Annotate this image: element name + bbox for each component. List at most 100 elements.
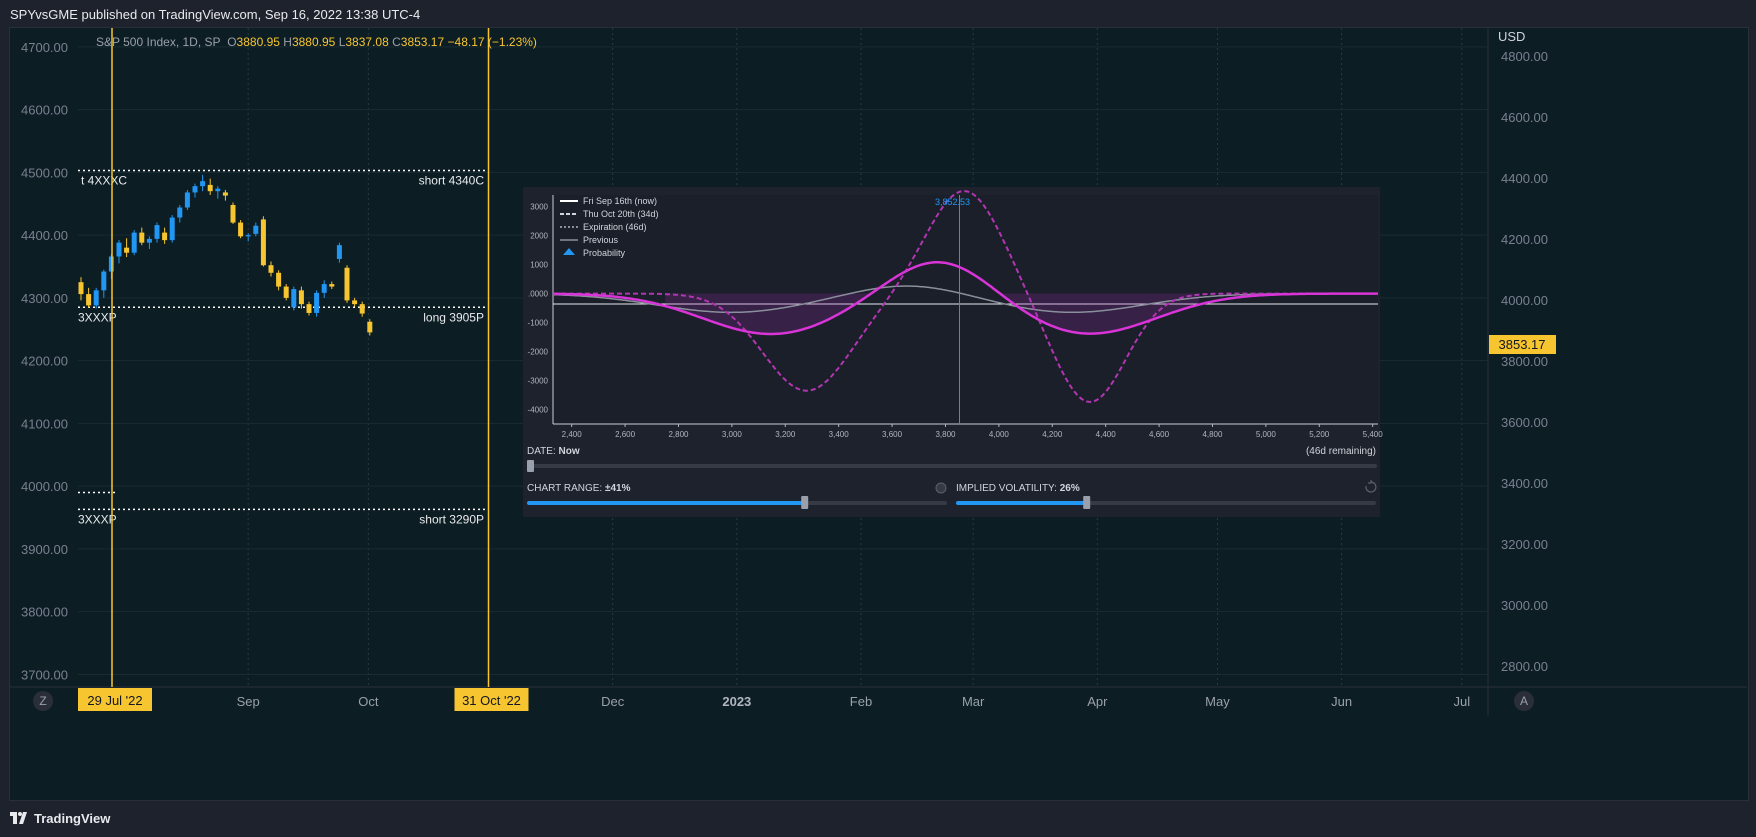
- probability-area: [665, 293, 1200, 334]
- candle-body: [276, 272, 282, 287]
- y-right-tick-label: 3400.00: [1501, 476, 1548, 491]
- level-left-label: 3XXXP: [78, 310, 117, 324]
- y-left-tick-label: 3700.00: [21, 667, 68, 682]
- close-value: 3853.17: [400, 35, 445, 49]
- range-slider-handle[interactable]: [801, 496, 809, 509]
- level-left-label: 3XXXP: [78, 512, 117, 526]
- legend-swatch-prob-icon: [563, 248, 575, 255]
- candle-body: [184, 192, 190, 208]
- y-left-tick-label: 3900.00: [21, 542, 68, 557]
- candle-body: [291, 289, 297, 308]
- candle-body: [146, 238, 152, 243]
- auto-scale-button[interactable]: A: [1514, 691, 1534, 711]
- date-slider-track[interactable]: [527, 464, 1377, 468]
- thu-oct-20-line: [553, 190, 1378, 403]
- candle-body: [78, 282, 84, 295]
- pnl-x-tick-label: 3,800: [935, 430, 956, 439]
- legend-probability: Probability: [583, 248, 626, 258]
- tradingview-logo[interactable]: TradingView: [10, 811, 110, 826]
- current-price-label: 3,852.53: [935, 197, 970, 207]
- pnl-x-tick-label: 4,400: [1096, 430, 1117, 439]
- candle-body: [200, 181, 206, 187]
- y-left-tick-label: 4600.00: [21, 103, 68, 118]
- legend-oct: Thu Oct 20th (34d): [583, 209, 659, 219]
- pnl-legend: Fri Sep 16th (now) Thu Oct 20th (34d) Ex…: [560, 196, 659, 258]
- candle-body: [230, 204, 236, 223]
- iv-slider-handle[interactable]: [1083, 496, 1091, 509]
- y-right-tick-label: 2800.00: [1501, 659, 1548, 674]
- publish-note: SPYvsGME published on TradingView.com, S…: [10, 7, 421, 22]
- iv-label: IMPLIED VOLATILITY: 26%: [956, 483, 1080, 494]
- y-right-tick-label: 4400.00: [1501, 171, 1548, 186]
- marker-label: 31 Oct '22: [462, 693, 521, 708]
- symbol-name: S&P 500 Index, 1D, SP: [96, 35, 221, 49]
- low-label: L: [338, 35, 346, 49]
- price-badge: 3853.17: [1499, 337, 1546, 352]
- y-left-tick-label: 4100.00: [21, 416, 68, 431]
- y-left-tick-label: 3800.00: [21, 605, 68, 620]
- x-tick-label: Apr: [1087, 694, 1108, 709]
- candle-body: [283, 286, 289, 298]
- y-left-tick-label: 4200.00: [21, 354, 68, 369]
- candle-body: [177, 207, 183, 218]
- reset-icon[interactable]: [1365, 480, 1377, 493]
- symbol-legend: S&P 500 Index, 1D, SP O3880.95 H3880.95 …: [96, 35, 537, 49]
- close-label: C: [392, 35, 401, 49]
- y-left-tick-label: 4000.00: [21, 479, 68, 494]
- zoom-button[interactable]: Z: [33, 691, 53, 711]
- candle-body: [192, 186, 198, 193]
- low-value: 3837.08: [345, 35, 389, 49]
- x-tick-label: Sep: [237, 694, 260, 709]
- y-right-tick-label: 4600.00: [1501, 110, 1548, 125]
- y-right-tick-label: 3600.00: [1501, 415, 1548, 430]
- candle-body: [367, 321, 373, 333]
- pnl-x-tick-label: 2,400: [562, 430, 583, 439]
- pnl-x-tick-label: 5,200: [1309, 430, 1330, 439]
- pnl-y-tick-label: 1000: [530, 261, 548, 270]
- x-tick-label: Jun: [1331, 694, 1352, 709]
- x-tick-label: Mar: [962, 694, 985, 709]
- iv-slider-fill: [956, 501, 1087, 505]
- publish-bar: SPYvsGME published on TradingView.com, S…: [0, 0, 1756, 28]
- candle-body: [101, 271, 107, 291]
- candle-body: [306, 304, 312, 313]
- candle-body: [329, 284, 335, 287]
- center-icon[interactable]: [935, 482, 947, 494]
- legend-previous: Previous: [583, 235, 619, 245]
- right-price-axis[interactable]: 4800.00 4600.00 4400.00 4200.00 4000.00 3800.…: [1501, 49, 1548, 674]
- option-levels: t 4XXXC short 4340C 3XXXP long 3905P 3XXXP sh…: [78, 169, 488, 526]
- candle-body: [93, 290, 99, 306]
- pnl-y-tick-label: -4000: [528, 406, 549, 415]
- previous-line: [552, 285, 1378, 314]
- pnl-x-tick-label: 4,600: [1149, 430, 1170, 439]
- high-label: H: [283, 35, 292, 49]
- candle-body: [260, 219, 266, 266]
- pnl-y-ticks: 3000 2000 1000 .0000 -1000 -2000 -3000 -4000: [528, 203, 549, 415]
- date-slider-handle[interactable]: [527, 460, 534, 472]
- pnl-x-tick-label: 3,200: [775, 430, 796, 439]
- pnl-x-tick-label: 3,600: [882, 430, 903, 439]
- currency-label[interactable]: USD: [1498, 29, 1525, 44]
- date-label: DATE: Now: [527, 446, 580, 457]
- candle-body: [222, 192, 228, 196]
- marker-label: 29 Jul '22: [87, 693, 142, 708]
- pnl-y-tick-label: .0000: [528, 290, 549, 299]
- range-slider-fill: [527, 501, 805, 505]
- candle-body: [352, 300, 358, 305]
- candle-body: [116, 242, 122, 257]
- x-tick-label: Feb: [850, 694, 872, 709]
- y-right-tick-label: 4200.00: [1501, 232, 1548, 247]
- candle-body: [139, 232, 145, 243]
- candle-body: [268, 265, 274, 273]
- price-chart[interactable]: 4700.00 4600.00 4500.00 4400.00 4300.00 4200.…: [0, 0, 1756, 800]
- price-badge-bg: [1489, 335, 1556, 354]
- x-tick-label: 2023: [722, 694, 751, 709]
- time-axis[interactable]: Sep Oct Dec 2023 Feb Mar Apr May Jun Jul: [237, 694, 1471, 709]
- left-price-axis: 4700.00 4600.00 4500.00 4400.00 4300.00 4200.…: [21, 40, 68, 683]
- pnl-x-tick-label: 3,400: [829, 430, 850, 439]
- footer: TradingView: [0, 800, 1756, 837]
- y-right-tick-label: 3800.00: [1501, 354, 1548, 369]
- options-panel[interactable]: 3000 2000 1000 .0000 -1000 -2000 -3000 -4000 2,…: [523, 187, 1383, 517]
- candle-body: [245, 235, 251, 237]
- candle-body: [207, 184, 213, 192]
